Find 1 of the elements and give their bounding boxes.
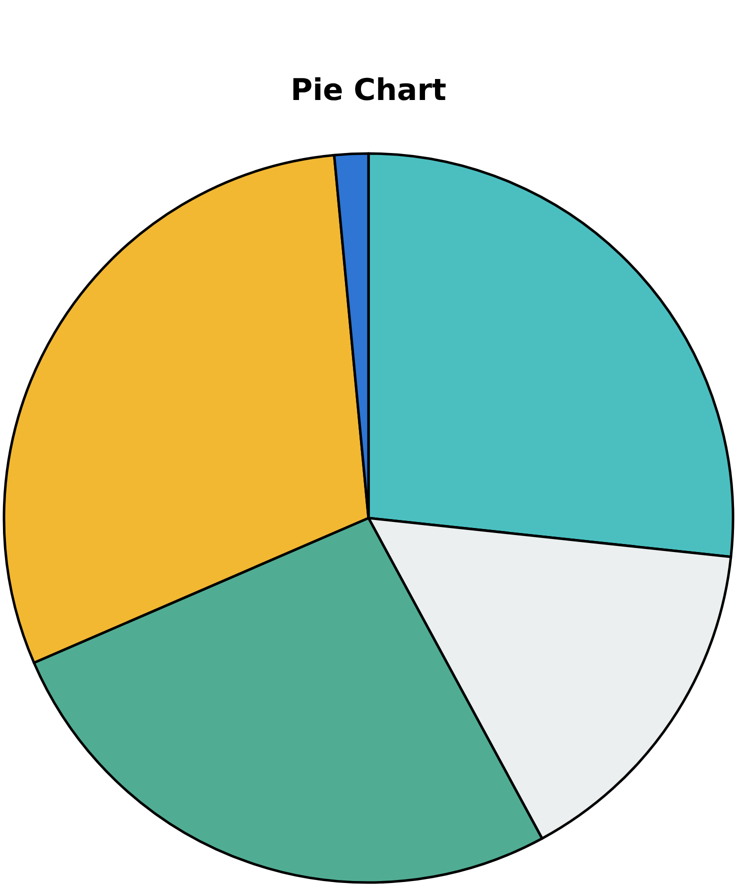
chart-title: Pie Chart: [290, 72, 446, 108]
